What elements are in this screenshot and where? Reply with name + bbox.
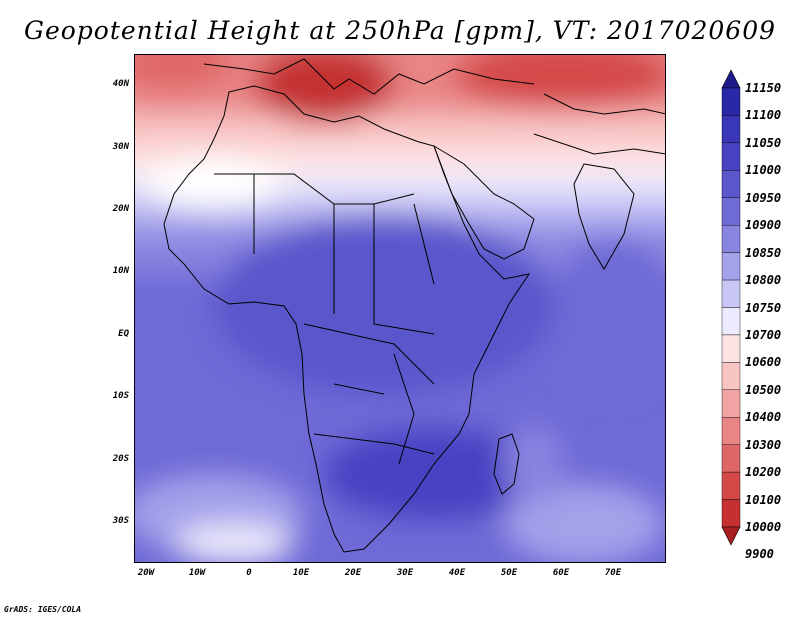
- map-canvas: [134, 54, 666, 563]
- lat-label-30n: 30N: [112, 142, 129, 152]
- lon-label-20w: 20W: [137, 568, 155, 578]
- legend-level-label: 11050: [745, 135, 782, 150]
- lat-label-40n: 40N: [112, 79, 129, 89]
- lon-label-50e: 50E: [500, 568, 518, 578]
- legend-level-label: 10200: [745, 465, 782, 480]
- grads-credit: GrADS: IGES/COLA: [4, 605, 82, 614]
- legend-swatch: [721, 389, 741, 418]
- map-title: Geopotential Height at 250hPa [gpm], VT:…: [23, 16, 777, 45]
- lat-label-20n: 20N: [112, 204, 129, 214]
- legend-swatch: [721, 334, 741, 363]
- legend-swatch: [721, 499, 741, 528]
- lat-label-eq: EQ: [118, 329, 129, 339]
- legend-level-label: 10100: [745, 492, 782, 507]
- legend-level-label: 11150: [745, 81, 782, 95]
- lon-label-40e: 40E: [448, 568, 466, 578]
- legend-level-label: 9900: [745, 547, 774, 562]
- legend-swatch: [721, 307, 741, 336]
- legend-swatch: [721, 224, 741, 253]
- lon-label-30e: 30E: [396, 568, 414, 578]
- legend-swatch: [721, 417, 741, 445]
- lon-label-70e: 70E: [604, 568, 622, 578]
- legend-level-label: 10800: [745, 273, 782, 288]
- legend-swatch: [721, 170, 741, 198]
- legend-swatch-bottom: [721, 526, 741, 546]
- legend-level-label: 11000: [745, 163, 782, 178]
- europe-coastline: [203, 58, 535, 95]
- legend-swatch-top: [721, 69, 741, 89]
- legend-level-label: 10300: [745, 437, 782, 452]
- map-panel: [134, 54, 666, 563]
- legend-swatch: [721, 362, 741, 391]
- legend-swatch: [721, 197, 741, 226]
- lat-label-10s: 10S: [112, 391, 129, 401]
- legend-level-label: 10950: [745, 190, 782, 205]
- legend-swatch: [721, 279, 741, 308]
- legend-level-label: 10500: [745, 382, 782, 397]
- legend-level-label: 11100: [745, 108, 782, 123]
- legend-swatch: [721, 252, 741, 281]
- lat-label-30s: 30S: [112, 516, 129, 526]
- legend-swatch: [721, 142, 741, 171]
- lon-label-20e: 20E: [344, 568, 362, 578]
- legend-swatch: [721, 444, 741, 473]
- legend-swatch: [721, 471, 741, 500]
- lat-label-20s: 20S: [112, 454, 129, 464]
- lon-label-10e: 10E: [292, 568, 310, 578]
- india-coastline: [573, 163, 635, 270]
- legend-level-label: 10700: [745, 327, 782, 342]
- arabia-coastline: [433, 144, 535, 260]
- legend-level-label: 10850: [745, 245, 782, 260]
- legend-level-label: 10600: [745, 355, 782, 370]
- africa-coastline: [163, 85, 531, 553]
- color-legend: [721, 69, 741, 546]
- legend-level-label: 10400: [745, 410, 782, 425]
- lon-label-10w: 10W: [188, 568, 206, 578]
- lat-label-10n: 10N: [112, 266, 129, 276]
- lon-label-60e: 60E: [552, 568, 570, 578]
- legend-level-label: 10900: [745, 218, 782, 233]
- madagascar-coastline: [493, 433, 520, 495]
- legend-level-label: 10750: [745, 300, 782, 315]
- lon-label-0: 0: [246, 568, 252, 578]
- legend-swatch: [721, 115, 741, 144]
- legend-level-label: 10000: [745, 520, 782, 534]
- legend-swatch: [721, 87, 741, 116]
